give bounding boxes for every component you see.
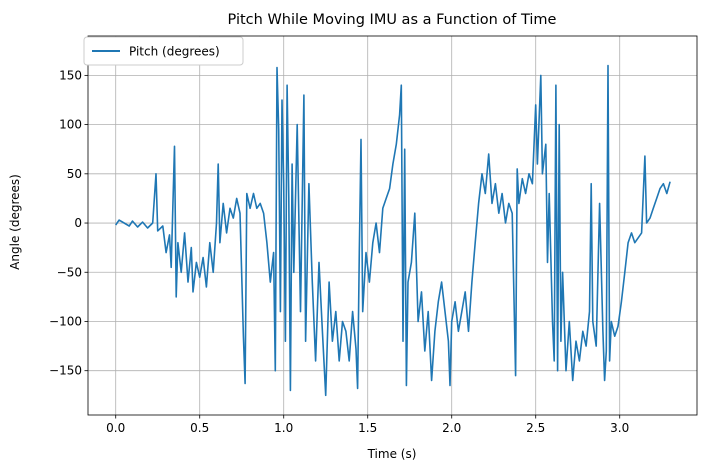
- y-tick-label: 0: [74, 216, 82, 230]
- legend: Pitch (degrees): [83, 36, 244, 66]
- x-axis-label: Time (s): [367, 447, 417, 461]
- x-tick-label: 1.5: [358, 421, 377, 435]
- y-tick-label: −50: [57, 265, 82, 279]
- x-tick-label: 2.0: [442, 421, 461, 435]
- y-axis-label: Angle (degrees): [8, 174, 22, 270]
- x-tick-label: 2.5: [526, 421, 545, 435]
- x-tick-label: 3.0: [610, 421, 629, 435]
- series-line: [115, 64, 671, 397]
- plot-frame: [87, 35, 698, 416]
- x-tick-label: 1.0: [274, 421, 293, 435]
- y-tick-label: −150: [49, 364, 82, 378]
- axis-ticks: 0.0 0.5 1.0 1.5 2.0 2.5 3.0 −150 −100 −50 0 50 100 15…: [49, 68, 629, 435]
- y-tick-label: 100: [59, 118, 82, 132]
- legend-label: Pitch (degrees): [129, 45, 220, 59]
- gridlines: [88, 36, 697, 415]
- plot-series: [115, 64, 671, 397]
- y-tick-label: −100: [49, 314, 82, 328]
- x-tick-label: 0.0: [106, 421, 125, 435]
- x-tick-label: 0.5: [190, 421, 209, 435]
- y-tick-label: 150: [59, 68, 82, 82]
- legend-box: [83, 36, 244, 66]
- y-tick-label: 50: [67, 167, 82, 181]
- chart-title: Pitch While Moving IMU as a Function of …: [228, 12, 557, 28]
